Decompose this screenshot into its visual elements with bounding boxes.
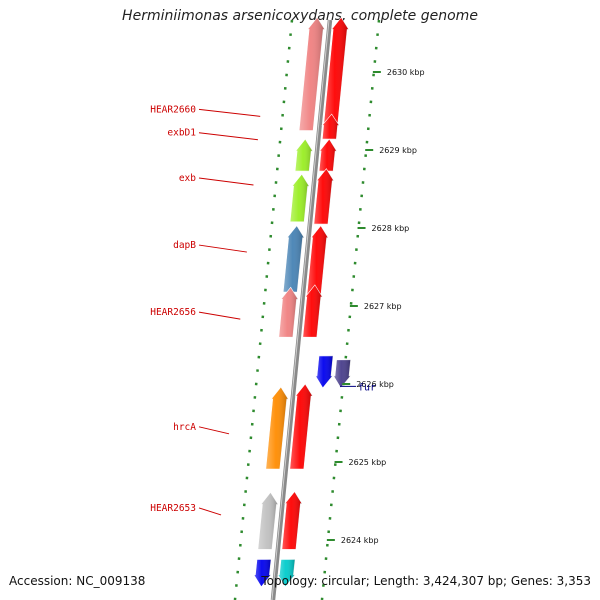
gene-leader-hear2656	[198, 311, 241, 320]
gene-leader-dapb	[198, 244, 247, 253]
genome-summary-text: Topology: circular; Length: 3,424,307 bp…	[261, 574, 591, 588]
gene-arrow-hear2661-shading	[299, 17, 325, 131]
gene-arrow-dapb-shading	[283, 225, 305, 292]
gene-arrow-hear2660-shading	[322, 114, 340, 140]
gene-label-hrca: hrcA	[173, 422, 196, 433]
gene-arrow-fur-blue-shading	[315, 355, 333, 388]
gene-arrow-dapb-r-shading	[307, 225, 329, 295]
gene-arrow-exb-r-shading	[313, 168, 334, 225]
gene-arrow-hrca-r-shading	[289, 384, 313, 469]
gene-leader-hear2660	[198, 108, 261, 117]
genome-backbone	[270, 19, 333, 600]
gene-arrow-exbd1-r-shading	[319, 139, 337, 172]
gene-leader-exb	[198, 177, 254, 186]
gene-arrow-fur-shading	[333, 359, 351, 388]
gene-label-hear2660: HEAR2660	[150, 104, 196, 115]
tick-label-2624: 2624 kbp	[341, 536, 379, 545]
gene-leader-hrca	[198, 426, 230, 435]
gene-arrow-hear2661-r-shading	[323, 17, 349, 127]
gene-label-hear2653: HEAR2653	[150, 503, 196, 514]
gene-arrow-hear2653-r-shading	[281, 491, 302, 550]
gene-arrow-exb-shading	[290, 174, 310, 222]
gene-label-exb: exb	[179, 173, 196, 184]
gene-arrow-hear2656-shading	[278, 287, 298, 338]
gene-label-hear2656: HEAR2656	[150, 307, 196, 318]
gene-leader-exbd1	[198, 132, 258, 141]
gene-arrow-hear2653-shading	[257, 492, 278, 550]
gene-label-fur: fur	[358, 382, 376, 393]
gene-arrow-hear2656-r-shading	[302, 284, 323, 338]
tick-label-2625: 2625 kbp	[349, 458, 387, 467]
gene-label-dapb: dapB	[173, 240, 196, 251]
tick-label-2627: 2627 kbp	[364, 302, 402, 311]
gene-arrow-exbd1-shading	[295, 139, 313, 172]
tick-label-2630: 2630 kbp	[387, 68, 425, 77]
gene-label-exbd1: exbD1	[167, 128, 196, 139]
gene-leader-hear2653	[198, 507, 222, 516]
tick-label-2626: 2626 kbp	[356, 380, 394, 389]
genome-backbone-highlight	[271, 19, 330, 600]
gene-arrow-gene-blue-bottom-shading	[253, 559, 271, 587]
gene-arrow-hrca-shading	[265, 387, 289, 469]
tick-label-2628: 2628 kbp	[372, 224, 410, 233]
tick-label-2629: 2629 kbp	[379, 146, 417, 155]
map-title: Herminiimonas arsenicoxydans, complete g…	[122, 8, 478, 24]
accession-text: Accession: NC_009138	[9, 574, 146, 588]
gene-arrow-gene-cyan-bottom-shading	[277, 559, 295, 587]
